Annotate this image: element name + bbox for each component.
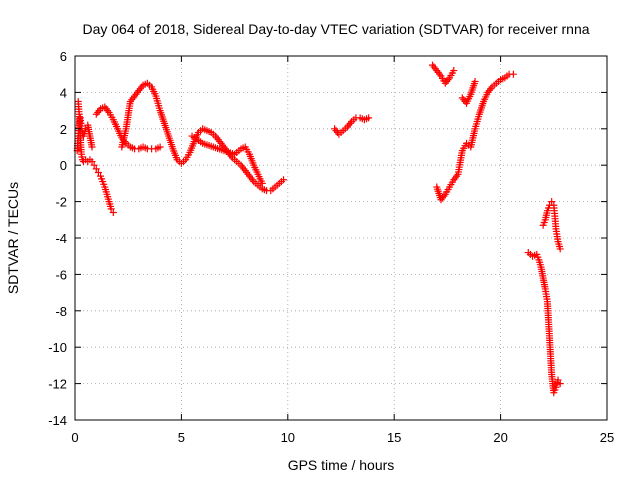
data-point [107,205,115,213]
x-tick-label: 15 [387,430,401,445]
x-tick-label: 25 [600,430,614,445]
x-tick-label: 0 [71,430,78,445]
data-point [554,376,562,384]
y-tick-label: -8 [55,304,67,319]
x-tick-label: 5 [178,430,185,445]
y-tick-label: 0 [60,158,67,173]
y-tick-label: -12 [48,377,67,392]
data-point [548,198,556,206]
data-point [94,168,102,176]
data-point [365,114,373,122]
data-point [258,179,266,187]
y-axis-label: SDTVAR / TECUs [5,182,21,294]
y-tick-label: -2 [55,195,67,210]
data-point [92,165,100,173]
data-point [509,70,517,78]
y-tick-label: 6 [60,49,67,64]
chart-title: Day 064 of 2018, Sidereal Day-to-day VTE… [82,21,589,37]
y-tick-label: 2 [60,122,67,137]
axis-ticks: 0 5 10 15 20 25 -14 -12 -10 -8 -6 -4 -2 0 2 4 6 [48,49,614,445]
x-tick-label: 20 [493,430,507,445]
y-tick-label: 4 [60,85,67,100]
data-points [73,61,564,397]
x-axis-label: GPS time / hours [288,457,395,473]
y-tick-label: -6 [55,267,67,282]
y-tick-label: -4 [55,231,67,246]
y-tick-label: -14 [48,413,67,428]
data-point [280,176,288,184]
data-point [450,67,458,75]
grid [75,56,607,420]
x-tick-label: 10 [281,430,295,445]
data-point [88,158,96,166]
data-point [88,143,96,151]
data-point [90,161,98,169]
data-point [556,380,564,388]
data-point [109,209,117,217]
data-point [156,143,164,151]
data-point [556,245,564,253]
data-point [471,77,479,85]
y-tick-label: -10 [48,340,67,355]
